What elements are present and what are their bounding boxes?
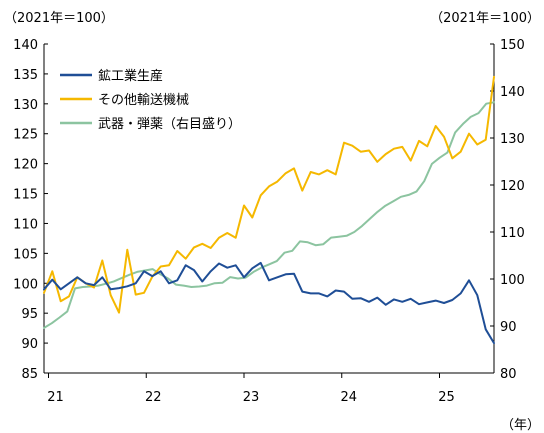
left-tick-label: 100: [13, 277, 38, 292]
left-tick-label: 95: [21, 307, 38, 322]
x-axis-ticks: 21 22 23 24 25: [47, 373, 455, 405]
right-tick-label: 80: [500, 367, 517, 382]
series-line-0: [43, 261, 495, 345]
left-tick-label: 140: [13, 38, 38, 53]
x-tick-label: 25: [438, 390, 455, 405]
left-tick-label: 125: [13, 128, 38, 143]
left-axis-ticks: 85 90 95 100 105 110 115 120 125 130 135 140: [13, 38, 48, 382]
right-tick-label: 140: [500, 85, 525, 100]
legend-label-1: その他輸送機械: [98, 93, 189, 108]
right-tick-label: 90: [500, 320, 517, 335]
x-tick-label: 23: [243, 390, 260, 405]
left-tick-label: 105: [13, 247, 38, 262]
series-line-1: [43, 75, 495, 314]
left-tick-label: 135: [13, 68, 38, 83]
x-axis-unit: （年）: [501, 418, 540, 433]
left-tick-label: 85: [21, 367, 38, 382]
right-tick-label: 110: [500, 226, 525, 241]
x-tick-label: 21: [47, 390, 64, 405]
left-tick-label: 90: [21, 337, 38, 352]
right-axis-ticks: 80 90 100 110 120 130 140 150: [490, 38, 525, 382]
x-tick-label: 22: [145, 390, 162, 405]
left-tick-label: 130: [13, 98, 38, 113]
legend-label-0: 鉱工業生産: [98, 68, 163, 84]
legend-label-2: 武器・弾薬（右目盛り）: [98, 117, 241, 132]
left-tick-label: 110: [13, 217, 38, 232]
plot-frame: [43, 44, 495, 374]
x-tick-label: 24: [340, 390, 357, 405]
series-line-2: [43, 101, 495, 329]
right-tick-label: 150: [500, 38, 525, 53]
left-tick-label: 120: [13, 158, 38, 173]
right-tick-label: 100: [500, 273, 525, 288]
right-axis-unit: （2021年＝100）: [430, 11, 540, 26]
left-tick-label: 115: [13, 188, 38, 203]
left-axis-unit: （2021年＝100）: [4, 11, 114, 26]
right-tick-label: 130: [500, 132, 525, 147]
right-tick-label: 120: [500, 179, 525, 194]
series-lines: [43, 75, 495, 345]
